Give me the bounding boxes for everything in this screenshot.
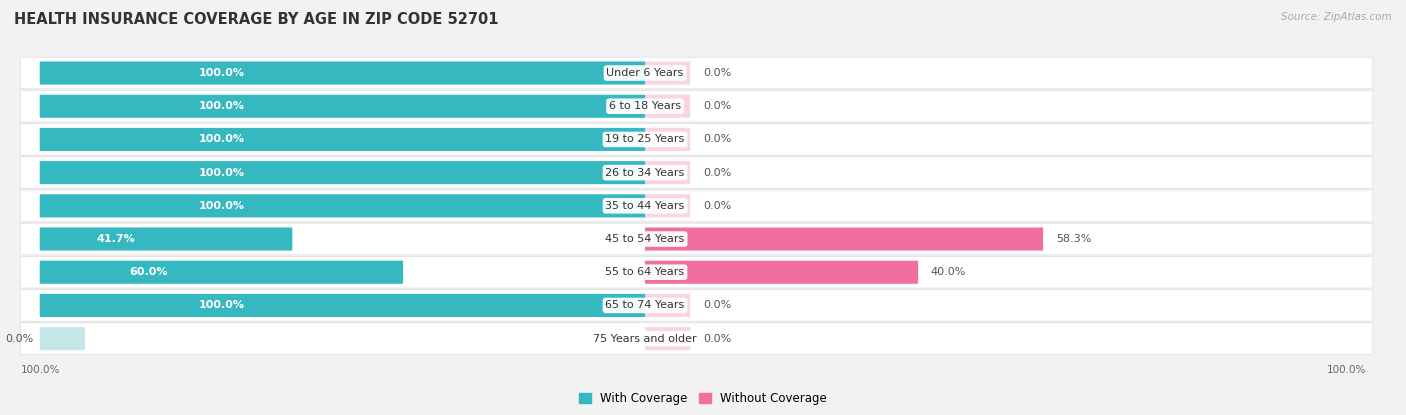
FancyBboxPatch shape [39, 95, 645, 118]
Text: 0.0%: 0.0% [703, 101, 731, 111]
Text: 100.0%: 100.0% [198, 101, 245, 111]
Text: 0.0%: 0.0% [703, 168, 731, 178]
Text: 58.3%: 58.3% [1056, 234, 1091, 244]
FancyBboxPatch shape [20, 157, 1372, 188]
FancyBboxPatch shape [39, 261, 404, 284]
Text: 100.0%: 100.0% [198, 134, 245, 144]
Text: 100.0%: 100.0% [1327, 365, 1367, 375]
Text: 100.0%: 100.0% [198, 68, 245, 78]
Text: 100.0%: 100.0% [198, 201, 245, 211]
FancyBboxPatch shape [20, 57, 1372, 89]
Text: Source: ZipAtlas.com: Source: ZipAtlas.com [1281, 12, 1392, 22]
Text: 60.0%: 60.0% [129, 267, 167, 277]
FancyBboxPatch shape [39, 128, 645, 151]
FancyBboxPatch shape [39, 161, 645, 184]
FancyBboxPatch shape [39, 227, 292, 251]
Text: 75 Years and older: 75 Years and older [593, 334, 697, 344]
FancyBboxPatch shape [20, 223, 1372, 255]
FancyBboxPatch shape [39, 294, 645, 317]
Text: 100.0%: 100.0% [198, 300, 245, 310]
Text: 40.0%: 40.0% [931, 267, 966, 277]
Text: 0.0%: 0.0% [703, 68, 731, 78]
FancyBboxPatch shape [645, 128, 690, 151]
FancyBboxPatch shape [645, 227, 1043, 251]
FancyBboxPatch shape [645, 294, 690, 317]
Text: 26 to 34 Years: 26 to 34 Years [606, 168, 685, 178]
Text: 65 to 74 Years: 65 to 74 Years [606, 300, 685, 310]
Text: Under 6 Years: Under 6 Years [606, 68, 683, 78]
FancyBboxPatch shape [20, 323, 1372, 354]
FancyBboxPatch shape [20, 124, 1372, 155]
Text: 0.0%: 0.0% [703, 300, 731, 310]
FancyBboxPatch shape [39, 194, 645, 217]
Text: 100.0%: 100.0% [21, 365, 60, 375]
FancyBboxPatch shape [645, 261, 918, 284]
Text: 19 to 25 Years: 19 to 25 Years [606, 134, 685, 144]
FancyBboxPatch shape [20, 90, 1372, 122]
Text: 0.0%: 0.0% [703, 201, 731, 211]
FancyBboxPatch shape [645, 194, 690, 217]
FancyBboxPatch shape [645, 61, 690, 85]
Text: 41.7%: 41.7% [96, 234, 135, 244]
FancyBboxPatch shape [645, 327, 690, 350]
Text: 0.0%: 0.0% [6, 334, 34, 344]
FancyBboxPatch shape [645, 161, 690, 184]
FancyBboxPatch shape [20, 290, 1372, 321]
Text: 6 to 18 Years: 6 to 18 Years [609, 101, 681, 111]
Text: 0.0%: 0.0% [703, 334, 731, 344]
Text: 100.0%: 100.0% [198, 168, 245, 178]
Text: HEALTH INSURANCE COVERAGE BY AGE IN ZIP CODE 52701: HEALTH INSURANCE COVERAGE BY AGE IN ZIP … [14, 12, 499, 27]
Text: 45 to 54 Years: 45 to 54 Years [606, 234, 685, 244]
FancyBboxPatch shape [39, 327, 84, 350]
FancyBboxPatch shape [645, 95, 690, 118]
FancyBboxPatch shape [20, 190, 1372, 222]
Text: 0.0%: 0.0% [703, 134, 731, 144]
FancyBboxPatch shape [39, 61, 645, 85]
Text: 35 to 44 Years: 35 to 44 Years [606, 201, 685, 211]
Legend: With Coverage, Without Coverage: With Coverage, Without Coverage [574, 387, 832, 410]
Text: 55 to 64 Years: 55 to 64 Years [606, 267, 685, 277]
FancyBboxPatch shape [20, 256, 1372, 288]
